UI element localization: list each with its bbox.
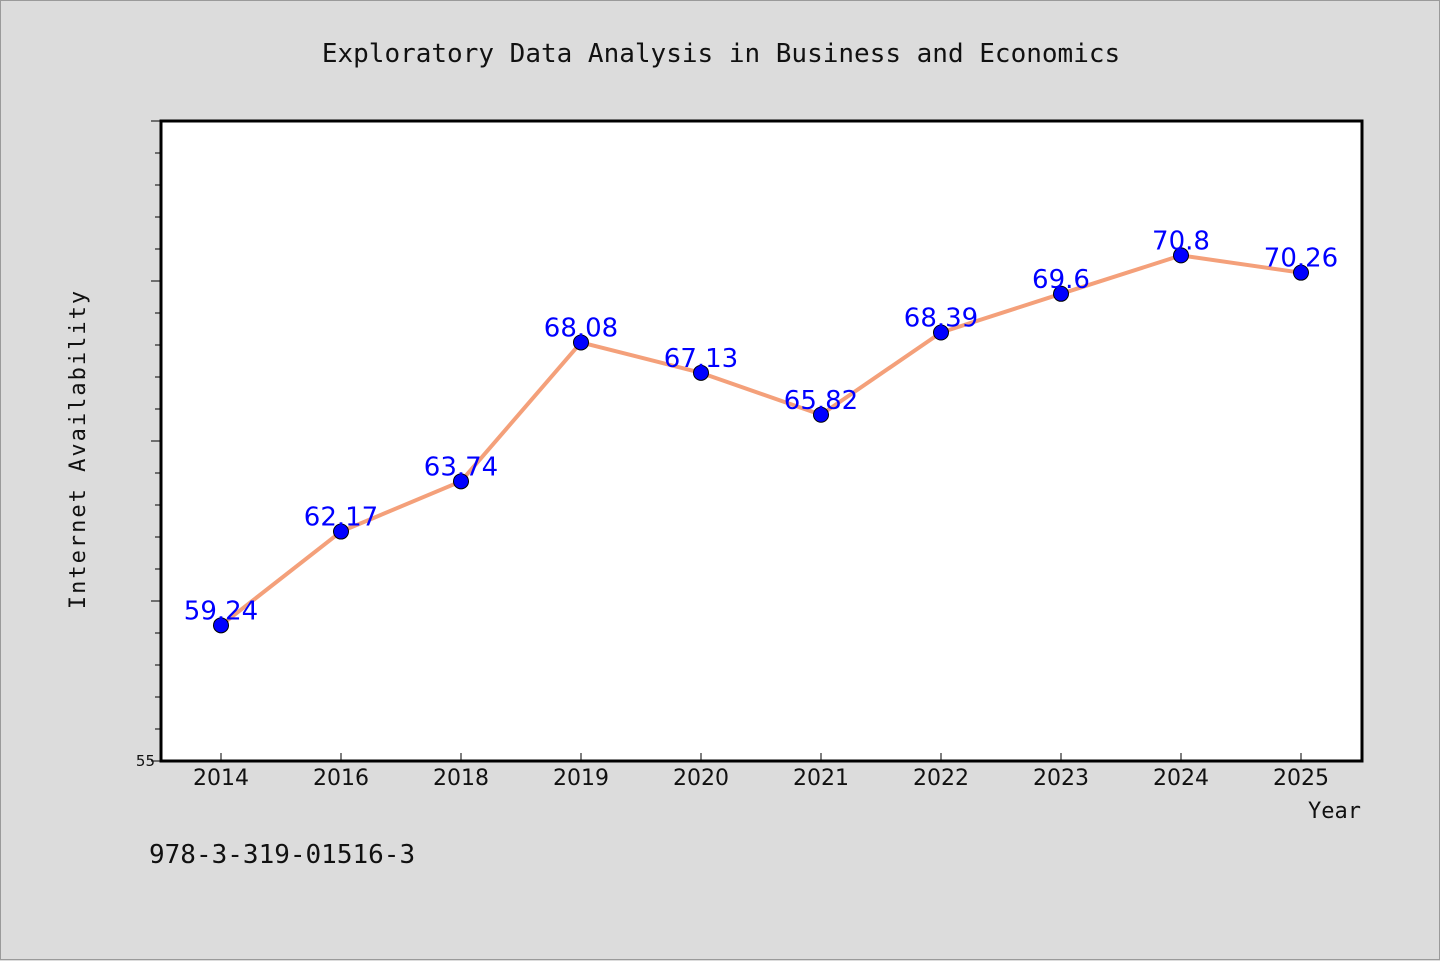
x-tick-label: 2023 bbox=[1033, 766, 1089, 791]
x-axis-title: Year bbox=[1308, 799, 1361, 824]
data-label: 70.8 bbox=[1152, 226, 1210, 256]
data-label: 62.17 bbox=[304, 503, 378, 533]
data-label: 63.74 bbox=[424, 452, 498, 482]
data-label: 70.26 bbox=[1264, 244, 1338, 274]
x-tick-label: 2025 bbox=[1273, 766, 1329, 791]
series-layer: 59.24 62.17 63.74 68.08 67.13 65.82 68.39 69.6 7… bbox=[184, 226, 1338, 634]
x-tick-label: 2014 bbox=[193, 766, 249, 791]
data-point bbox=[813, 406, 829, 423]
x-tick-label: 2024 bbox=[1153, 766, 1209, 791]
data-point bbox=[453, 473, 469, 490]
data-label: 65.82 bbox=[784, 386, 858, 416]
x-tick-label: 2016 bbox=[313, 766, 369, 791]
data-point bbox=[573, 334, 589, 351]
x-tick-label: 2019 bbox=[553, 766, 609, 791]
y-axis-title: Internet Availability bbox=[66, 289, 91, 609]
x-tick-label: 2021 bbox=[793, 766, 849, 791]
y-tick-label: 55 bbox=[136, 752, 155, 770]
plot-area bbox=[159, 119, 1364, 763]
data-label: 67.13 bbox=[664, 344, 738, 374]
data-label: 68.39 bbox=[904, 304, 978, 334]
data-point bbox=[333, 523, 349, 540]
series-line bbox=[219, 253, 1303, 628]
x-axis-ticks: 2014 2016 2018 2019 2020 2021 2022 2023 2024 2025 bbox=[193, 753, 1329, 791]
x-tick-label: 2018 bbox=[433, 766, 489, 791]
data-point bbox=[933, 324, 949, 341]
data-label: 59.24 bbox=[184, 596, 258, 626]
data-label: 69.6 bbox=[1032, 265, 1090, 295]
data-point bbox=[213, 617, 229, 634]
x-tick-label: 2020 bbox=[673, 766, 729, 791]
data-point bbox=[1173, 247, 1189, 264]
data-label: 68.08 bbox=[544, 313, 618, 343]
data-point bbox=[1053, 285, 1069, 302]
data-point bbox=[693, 364, 709, 381]
chart-title: Exploratory Data Analysis in Business an… bbox=[322, 39, 1120, 69]
isbn-footer: 978-3-319-01516-3 bbox=[149, 840, 415, 870]
data-point bbox=[1293, 264, 1309, 281]
y-axis-ticks: 55 bbox=[136, 120, 161, 770]
x-tick-label: 2022 bbox=[913, 766, 969, 791]
